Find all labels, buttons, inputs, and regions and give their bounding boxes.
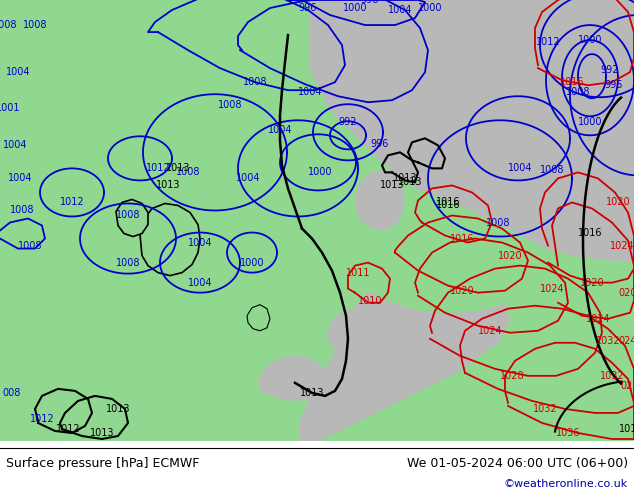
Text: 1004: 1004 bbox=[6, 67, 30, 77]
Text: 1008: 1008 bbox=[176, 168, 200, 177]
Text: 1020: 1020 bbox=[605, 197, 630, 207]
Text: 1004: 1004 bbox=[188, 278, 212, 288]
Text: 1012: 1012 bbox=[56, 424, 81, 434]
Text: 1012: 1012 bbox=[146, 163, 171, 173]
Text: 1004: 1004 bbox=[3, 140, 27, 150]
Text: 1008: 1008 bbox=[0, 20, 17, 30]
Text: 1004: 1004 bbox=[268, 125, 292, 135]
Text: 1028: 1028 bbox=[500, 371, 524, 381]
Text: 996: 996 bbox=[361, 0, 379, 5]
Polygon shape bbox=[300, 269, 510, 441]
Text: 1016: 1016 bbox=[450, 234, 474, 244]
Text: 1008: 1008 bbox=[10, 205, 34, 216]
Text: 1013: 1013 bbox=[380, 180, 404, 191]
Text: 1032: 1032 bbox=[533, 404, 557, 414]
Polygon shape bbox=[348, 193, 634, 441]
Text: 008: 008 bbox=[3, 388, 21, 398]
Text: 1011: 1011 bbox=[346, 268, 370, 278]
Text: 1013: 1013 bbox=[106, 404, 130, 414]
Polygon shape bbox=[258, 355, 328, 401]
Text: 1016: 1016 bbox=[578, 227, 602, 238]
Text: 1001: 1001 bbox=[0, 103, 20, 113]
Text: 1004: 1004 bbox=[508, 163, 533, 173]
Text: 1004: 1004 bbox=[188, 238, 212, 247]
Text: 1008: 1008 bbox=[486, 218, 510, 227]
Text: 1008: 1008 bbox=[23, 20, 48, 30]
Text: 1036: 1036 bbox=[556, 428, 580, 438]
Polygon shape bbox=[247, 305, 270, 331]
Text: 1024: 1024 bbox=[477, 326, 502, 336]
Text: 1008: 1008 bbox=[116, 211, 140, 220]
Text: 1004: 1004 bbox=[8, 173, 32, 183]
Text: 1020: 1020 bbox=[579, 278, 604, 288]
Text: 1013: 1013 bbox=[165, 163, 190, 173]
Polygon shape bbox=[355, 171, 405, 230]
Text: 1020: 1020 bbox=[498, 250, 522, 261]
Text: We 01-05-2024 06:00 UTC (06+00): We 01-05-2024 06:00 UTC (06+00) bbox=[406, 457, 628, 469]
Text: 1032: 1032 bbox=[600, 371, 624, 381]
Text: 1008: 1008 bbox=[566, 87, 590, 97]
Text: 1008: 1008 bbox=[540, 166, 564, 175]
Text: 996: 996 bbox=[605, 80, 623, 90]
Text: 1013: 1013 bbox=[392, 173, 417, 183]
Text: 1013: 1013 bbox=[90, 428, 114, 438]
Text: 1024: 1024 bbox=[586, 314, 611, 324]
Text: 028: 028 bbox=[621, 381, 634, 391]
Text: 1008: 1008 bbox=[243, 77, 268, 87]
Text: 1020: 1020 bbox=[450, 286, 474, 295]
Text: 1008: 1008 bbox=[116, 258, 140, 268]
Text: ©weatheronline.co.uk: ©weatheronline.co.uk bbox=[503, 479, 628, 489]
Text: 1016: 1016 bbox=[560, 77, 585, 87]
Text: 992: 992 bbox=[339, 117, 357, 127]
Text: 1000: 1000 bbox=[307, 168, 332, 177]
Text: 992: 992 bbox=[601, 65, 619, 75]
Polygon shape bbox=[116, 199, 148, 237]
Text: 101: 101 bbox=[619, 424, 634, 434]
Text: 1008: 1008 bbox=[18, 241, 42, 250]
Text: 1004: 1004 bbox=[236, 173, 260, 183]
Text: 1010: 1010 bbox=[358, 295, 382, 306]
Text: 024: 024 bbox=[619, 336, 634, 346]
Text: 020: 020 bbox=[619, 288, 634, 297]
Text: 1013: 1013 bbox=[156, 180, 180, 191]
Text: 996: 996 bbox=[371, 139, 389, 149]
Text: 1012: 1012 bbox=[536, 37, 560, 47]
Text: 1032: 1032 bbox=[596, 336, 620, 346]
Text: 1000: 1000 bbox=[578, 117, 602, 127]
Text: 1000: 1000 bbox=[578, 35, 602, 45]
Text: 1004: 1004 bbox=[388, 5, 412, 15]
Text: 1004: 1004 bbox=[298, 87, 322, 97]
Text: 1000: 1000 bbox=[418, 3, 443, 13]
Polygon shape bbox=[328, 309, 382, 353]
Text: 1013: 1013 bbox=[398, 177, 422, 187]
Text: Surface pressure [hPa] ECMWF: Surface pressure [hPa] ECMWF bbox=[6, 457, 200, 469]
Text: 1012: 1012 bbox=[30, 414, 55, 424]
Polygon shape bbox=[140, 203, 200, 275]
Text: 1000: 1000 bbox=[240, 258, 264, 268]
Text: 1016: 1016 bbox=[436, 200, 460, 211]
Text: 1012: 1012 bbox=[60, 197, 84, 207]
Text: 1016: 1016 bbox=[436, 197, 460, 207]
Polygon shape bbox=[480, 263, 634, 441]
Text: 996: 996 bbox=[299, 3, 317, 13]
Text: 1024: 1024 bbox=[610, 241, 634, 250]
Text: 1000: 1000 bbox=[343, 3, 367, 13]
Polygon shape bbox=[310, 0, 634, 263]
Text: 1024: 1024 bbox=[540, 284, 564, 294]
Text: 1013: 1013 bbox=[300, 388, 324, 398]
Text: 1008: 1008 bbox=[217, 100, 242, 110]
